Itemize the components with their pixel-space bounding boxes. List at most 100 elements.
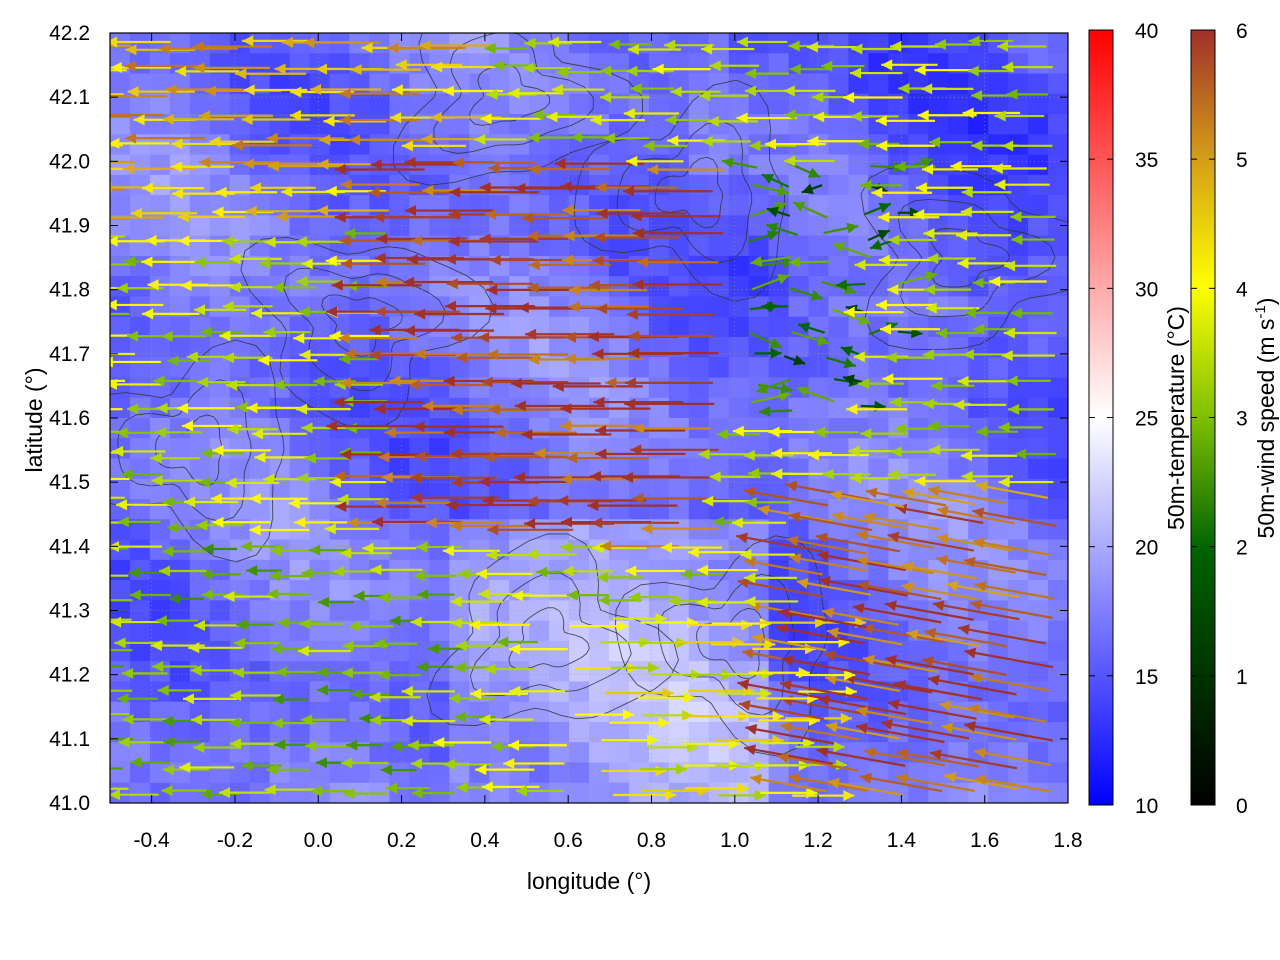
temperature-cell [1028,782,1049,803]
wind-arrow [660,542,723,554]
wind-arrow [409,379,493,391]
temperature-cell [1048,742,1068,764]
temperature-cell [169,661,191,683]
temperature-cell [429,458,450,480]
temperature-cell [1028,33,1049,54]
temperature-cell [708,134,730,156]
wind-arrow [509,643,568,655]
wind-arrow [890,40,942,52]
wind-arrow [927,674,1017,696]
temperature-cell [129,478,151,500]
colorbar-tick-label: 1 [1236,666,1248,689]
wind-arrow [876,140,936,152]
temperature-cell [489,478,510,500]
temperature-cell [229,215,251,237]
temperature-cell [628,620,650,642]
wind-arrow [600,91,650,103]
temperature-cell [269,701,291,723]
temperature-cell [968,438,989,460]
wind-arrow [923,227,978,239]
wind-arrow [127,86,195,98]
temperature-cell [549,701,570,723]
temperature-cell [149,580,171,601]
temperature-cell [648,701,670,723]
temperature-cell [688,458,710,480]
wind-arrow [626,65,674,77]
temperature-cell [628,499,650,520]
temperature-cell [149,73,171,95]
wind-arrow [745,68,789,80]
temperature-cell [169,620,191,642]
temperature-cell [708,478,730,500]
wind-arrow [163,736,201,748]
contour-line [860,166,1068,351]
temperature-cell [529,701,550,723]
temperature-cell [110,600,131,622]
wind-arrow [552,380,643,392]
wind-arrow [266,132,345,144]
wind-arrow [194,304,247,316]
temperature-cell [1028,377,1049,399]
temperature-cell [329,195,351,216]
wind-arrow [875,115,935,127]
temperature-cell [429,701,450,723]
wind-arrow [481,781,540,793]
wind-arrow [378,669,421,681]
temperature-cell [229,316,251,338]
temperature-cell [149,255,171,277]
temperature-cell [110,742,131,764]
wind-arrow [956,229,1012,241]
wind-arrow [110,574,129,577]
temperature-cell [249,114,271,135]
temperature-cell [269,580,291,601]
temperature-cell [269,33,291,54]
temperature-cell [1028,681,1049,703]
temperature-cell [888,114,909,135]
temperature-cell [189,681,211,703]
temperature-cell [728,336,750,358]
temperature-cell [968,255,989,277]
temperature-cell [569,681,590,703]
wind-arrow [973,323,1016,335]
temperature-cell [349,93,371,115]
temperature-cell [209,195,231,216]
temperature-cell [309,316,331,338]
temperature-cell [589,174,610,196]
temperature-cell [1008,701,1029,723]
wind-arrow [521,212,607,224]
wind-arrow [110,665,125,668]
wind-arrow [953,399,1007,411]
wind-arrow [414,308,505,320]
wind-arrow [963,721,1053,742]
temperature-cell [948,296,969,318]
temperature-cell [968,397,989,419]
temperature-cell [369,93,391,115]
wind-arrow [628,347,719,359]
temperature-cell [389,93,410,115]
wind-arrow [110,137,170,149]
wind-arrow [627,44,681,56]
temperature-cell [229,195,251,216]
temperature-cell [608,73,630,95]
wind-arrow [587,500,678,512]
temperature-cell [569,721,590,743]
wind-arrow [957,257,1014,269]
temperature-cell [429,640,450,662]
temperature-cell [668,539,690,561]
temperature-cell [748,539,770,561]
temperature-cell [708,154,730,176]
temperature-cell [748,377,770,399]
wind-arrow [267,160,343,172]
wind-arrow [231,139,313,151]
temperature-cell [209,559,231,581]
wind-arrow [391,84,454,96]
wind-arrow [557,495,647,507]
wind-arrow [401,715,456,727]
wind-arrow [169,593,204,605]
wind-arrow [373,211,461,223]
wind-arrow [246,402,308,414]
temperature-cell [529,397,550,419]
temperature-cell [169,640,191,662]
temperature-cell [369,134,391,156]
colorbar-tick-label: 4 [1236,278,1248,301]
